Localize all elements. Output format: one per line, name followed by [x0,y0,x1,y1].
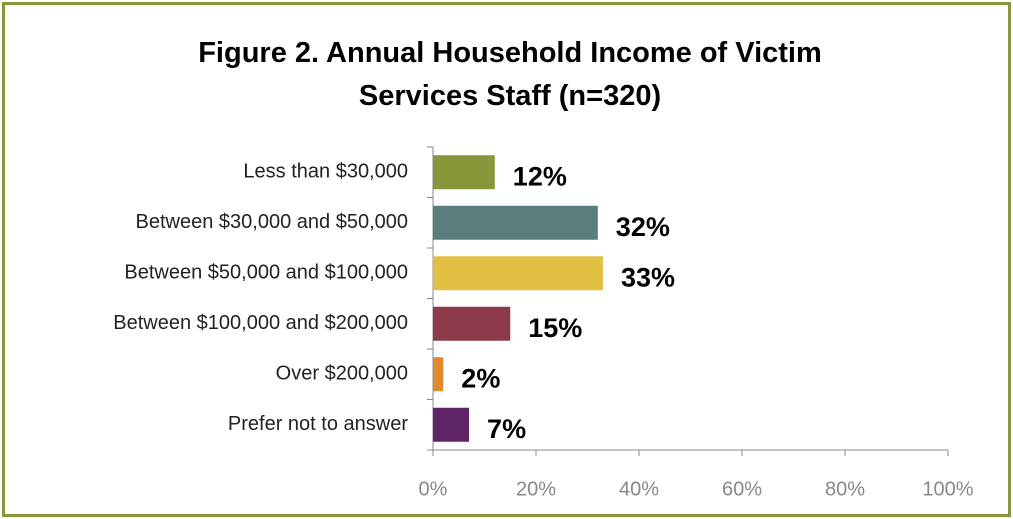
x-tick-label: 60% [722,478,762,500]
bar [433,306,511,341]
bar [433,407,470,442]
y-tick-label: Between $30,000 and $50,000 [136,211,408,233]
chart-title: Figure 2. Annual Household Income of Vic… [198,37,822,112]
bar [433,357,444,392]
value-label: 12% [513,161,567,191]
bar [433,205,598,240]
x-tick-label: 80% [825,478,865,500]
value-label: 33% [621,262,675,292]
bar [433,155,495,190]
y-tick-label: Prefer not to answer [228,413,408,435]
x-tick-label: 20% [516,478,556,500]
x-tick-label: 40% [619,478,659,500]
x-tick-label: 0% [419,478,448,500]
y-tick-label: Between $50,000 and $100,000 [124,262,408,284]
x-tick-label: 100% [922,478,973,500]
value-label: 32% [616,212,670,242]
bar [433,256,603,291]
value-label: 2% [461,363,500,393]
y-tick-label: Less than $30,000 [243,161,408,183]
y-tick-label: Over $200,000 [276,363,408,385]
y-tick-label: Between $100,000 and $200,000 [113,312,408,334]
value-label: 7% [487,414,526,444]
value-label: 15% [528,313,582,343]
